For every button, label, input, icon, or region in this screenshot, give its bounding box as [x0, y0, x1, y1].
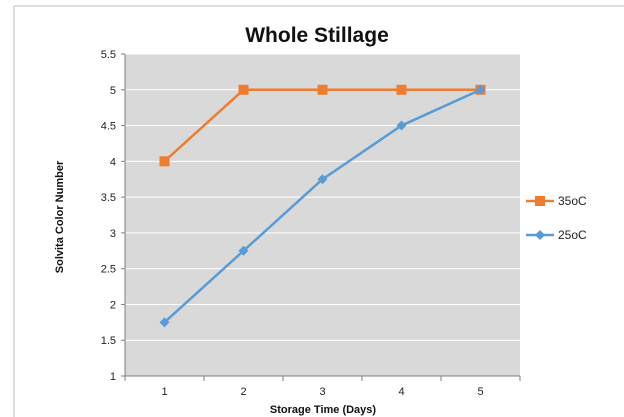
series-layer [159, 84, 486, 328]
x-tick-label: 3 [319, 386, 325, 398]
y-tick-label: 4.5 [101, 121, 116, 133]
axes: 1 1.5 2 2.5 3 3.5 4 4.5 5 5.5 1 2 3 4 5 [101, 49, 521, 398]
x-axis-title: Storage Time (Days) [270, 404, 377, 416]
y-tick-label: 2 [110, 299, 116, 311]
data-point [396, 84, 407, 95]
y-tick-label: 5 [110, 85, 116, 97]
data-point [238, 84, 249, 95]
y-axis-title: Solvita Color Number [54, 160, 66, 273]
y-tick-label: 1.5 [101, 335, 116, 347]
legend-marker [535, 196, 545, 206]
legend-label: 35oC [558, 194, 587, 208]
data-point [159, 156, 170, 167]
chart-title: Whole Stillage [245, 24, 389, 47]
y-tick-label: 5.5 [101, 49, 116, 61]
data-point [238, 245, 249, 256]
x-tick-label: 1 [161, 386, 167, 398]
data-point [317, 174, 328, 185]
y-tick-label: 2.5 [101, 264, 116, 276]
legend: 35oC 25oC [526, 194, 587, 242]
y-tick-label: 1 [110, 371, 116, 383]
y-tick-label: 3 [110, 228, 116, 240]
legend-marker [535, 230, 545, 240]
x-tick-label: 2 [240, 386, 246, 398]
series-1 [159, 84, 486, 328]
plot-background [125, 54, 520, 376]
plot-area [125, 53, 520, 376]
data-point [317, 84, 328, 95]
x-tick-label: 5 [477, 386, 483, 398]
y-tick-label: 4 [110, 156, 116, 168]
legend-entry: 35oC [526, 194, 587, 208]
data-point [396, 120, 407, 131]
x-tick-label: 4 [398, 386, 404, 398]
y-tick-label: 3.5 [101, 192, 116, 204]
data-point [475, 84, 486, 95]
legend-entry: 25oC [526, 228, 587, 242]
data-point [159, 317, 170, 328]
legend-label: 25oC [558, 228, 587, 242]
